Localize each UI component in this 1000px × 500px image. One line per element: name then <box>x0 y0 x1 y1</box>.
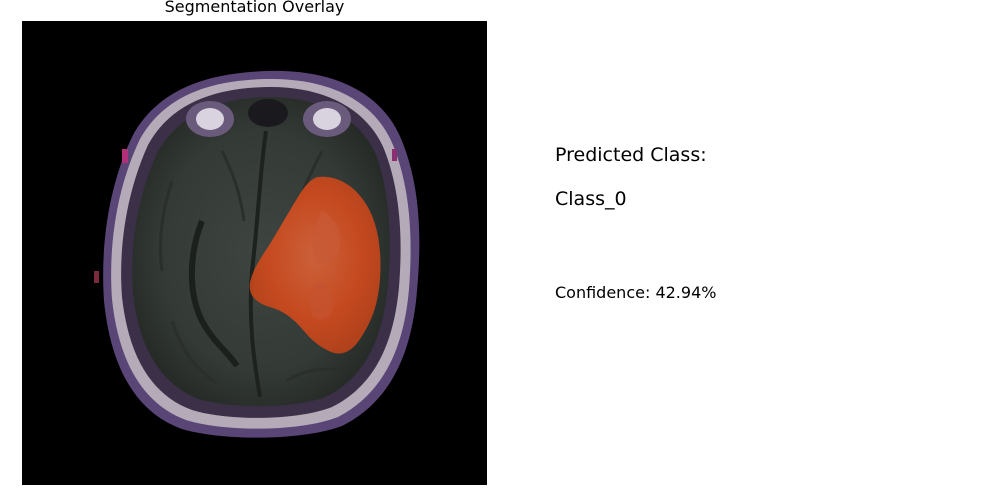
predicted-class-heading: Predicted Class: <box>555 144 707 166</box>
mri-scan-icon <box>22 21 487 485</box>
predicted-class-value: Class_0 <box>555 188 627 210</box>
overlay-title: Segmentation Overlay <box>164 0 345 16</box>
confidence-text: Confidence: 42.94% <box>555 283 717 302</box>
mri-scan-image <box>22 21 487 485</box>
